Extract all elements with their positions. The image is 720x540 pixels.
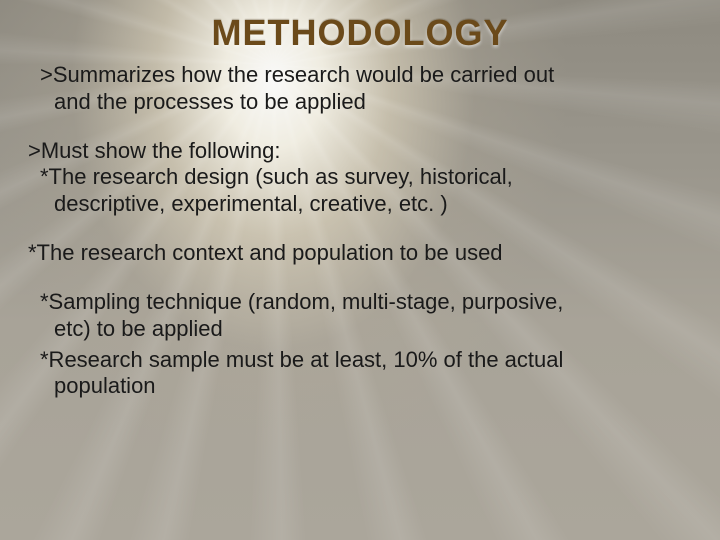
paragraph-must-show: >Must show the following: *The research … [28,138,692,218]
line: descriptive, experimental, creative, etc… [28,191,692,218]
line: >Must show the following: [28,138,692,165]
line: and the processes to be applied [28,89,692,116]
slide-container: METHODOLOGY >Summarizes how the research… [0,0,720,540]
paragraph-summary: >Summarizes how the research would be ca… [28,62,692,116]
line: >Summarizes how the research would be ca… [28,62,692,89]
line: *The research context and population to … [28,240,692,267]
paragraph-context: *The research context and population to … [28,240,692,267]
line: population [28,373,692,400]
paragraph-sampling: *Sampling technique (random, multi-stage… [28,289,692,343]
line: *The research design (such as survey, hi… [28,164,692,191]
line: *Sampling technique (random, multi-stage… [28,289,692,316]
line: etc) to be applied [28,316,692,343]
paragraph-sample-size: *Research sample must be at least, 10% o… [28,347,692,401]
line: *Research sample must be at least, 10% o… [28,347,692,374]
slide-title: METHODOLOGY [28,12,692,54]
slide-body: >Summarizes how the research would be ca… [28,62,692,400]
